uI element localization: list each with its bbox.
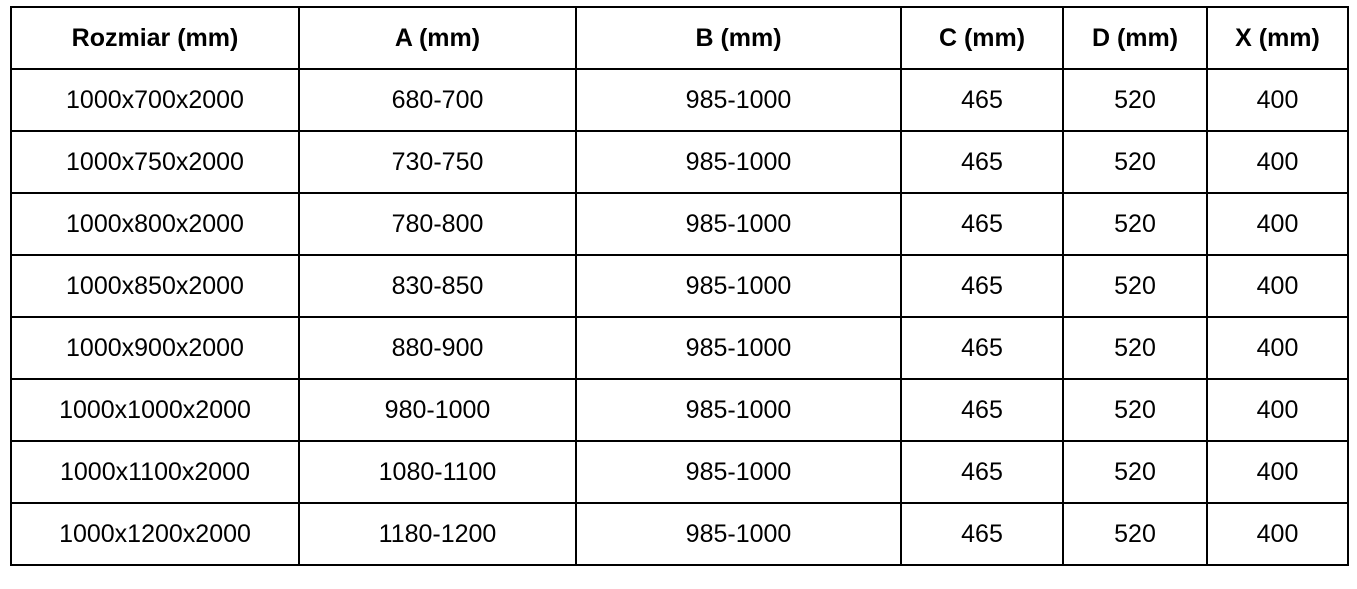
cell-a: 830-850 xyxy=(298,254,577,318)
cell-c: 465 xyxy=(900,254,1064,318)
table-row: 1000x750x2000 730-750 985-1000 465 520 400 xyxy=(10,130,1349,194)
table-row: 1000x850x2000 830-850 985-1000 465 520 400 xyxy=(10,254,1349,318)
cell-size: 1000x1200x2000 xyxy=(10,502,300,566)
cell-size: 1000x1100x2000 xyxy=(10,440,300,504)
cell-d: 520 xyxy=(1062,130,1208,194)
cell-b: 985-1000 xyxy=(575,192,902,256)
cell-x: 400 xyxy=(1206,378,1349,442)
cell-a: 1080-1100 xyxy=(298,440,577,504)
cell-x: 400 xyxy=(1206,192,1349,256)
cell-b: 985-1000 xyxy=(575,254,902,318)
cell-a: 980-1000 xyxy=(298,378,577,442)
table-row: 1000x1200x2000 1180-1200 985-1000 465 520 400 xyxy=(10,502,1349,566)
column-header-size: Rozmiar (mm) xyxy=(10,6,300,70)
cell-c: 465 xyxy=(900,440,1064,504)
cell-x: 400 xyxy=(1206,440,1349,504)
cell-d: 520 xyxy=(1062,68,1208,132)
cell-b: 985-1000 xyxy=(575,502,902,566)
cell-x: 400 xyxy=(1206,130,1349,194)
cell-size: 1000x700x2000 xyxy=(10,68,300,132)
cell-d: 520 xyxy=(1062,254,1208,318)
cell-c: 465 xyxy=(900,316,1064,380)
column-header-b: B (mm) xyxy=(575,6,902,70)
cell-x: 400 xyxy=(1206,254,1349,318)
cell-c: 465 xyxy=(900,378,1064,442)
cell-b: 985-1000 xyxy=(575,440,902,504)
table-row: 1000x700x2000 680-700 985-1000 465 520 400 xyxy=(10,68,1349,132)
table-row: 1000x1100x2000 1080-1100 985-1000 465 520 400 xyxy=(10,440,1349,504)
cell-size: 1000x1000x2000 xyxy=(10,378,300,442)
column-header-a: A (mm) xyxy=(298,6,577,70)
cell-size: 1000x750x2000 xyxy=(10,130,300,194)
cell-x: 400 xyxy=(1206,316,1349,380)
cell-a: 880-900 xyxy=(298,316,577,380)
column-header-d: D (mm) xyxy=(1062,6,1208,70)
column-header-c: C (mm) xyxy=(900,6,1064,70)
cell-size: 1000x900x2000 xyxy=(10,316,300,380)
cell-d: 520 xyxy=(1062,502,1208,566)
cell-c: 465 xyxy=(900,68,1064,132)
dimensions-table: Rozmiar (mm) A (mm) B (mm) C (mm) D (mm) X (m… xyxy=(10,6,1349,566)
column-header-x: X (mm) xyxy=(1206,6,1349,70)
cell-a: 680-700 xyxy=(298,68,577,132)
cell-x: 400 xyxy=(1206,502,1349,566)
cell-b: 985-1000 xyxy=(575,316,902,380)
cell-a: 1180-1200 xyxy=(298,502,577,566)
cell-d: 520 xyxy=(1062,378,1208,442)
table-row: 1000x900x2000 880-900 985-1000 465 520 400 xyxy=(10,316,1349,380)
cell-size: 1000x800x2000 xyxy=(10,192,300,256)
cell-d: 520 xyxy=(1062,316,1208,380)
cell-size: 1000x850x2000 xyxy=(10,254,300,318)
table-row: 1000x1000x2000 980-1000 985-1000 465 520 400 xyxy=(10,378,1349,442)
cell-d: 520 xyxy=(1062,440,1208,504)
header-row: Rozmiar (mm) A (mm) B (mm) C (mm) D (mm) X (m… xyxy=(10,6,1349,70)
cell-b: 985-1000 xyxy=(575,68,902,132)
cell-x: 400 xyxy=(1206,68,1349,132)
table-row: 1000x800x2000 780-800 985-1000 465 520 400 xyxy=(10,192,1349,256)
cell-b: 985-1000 xyxy=(575,378,902,442)
cell-c: 465 xyxy=(900,192,1064,256)
cell-d: 520 xyxy=(1062,192,1208,256)
cell-a: 780-800 xyxy=(298,192,577,256)
cell-c: 465 xyxy=(900,130,1064,194)
cell-b: 985-1000 xyxy=(575,130,902,194)
cell-c: 465 xyxy=(900,502,1064,566)
cell-a: 730-750 xyxy=(298,130,577,194)
